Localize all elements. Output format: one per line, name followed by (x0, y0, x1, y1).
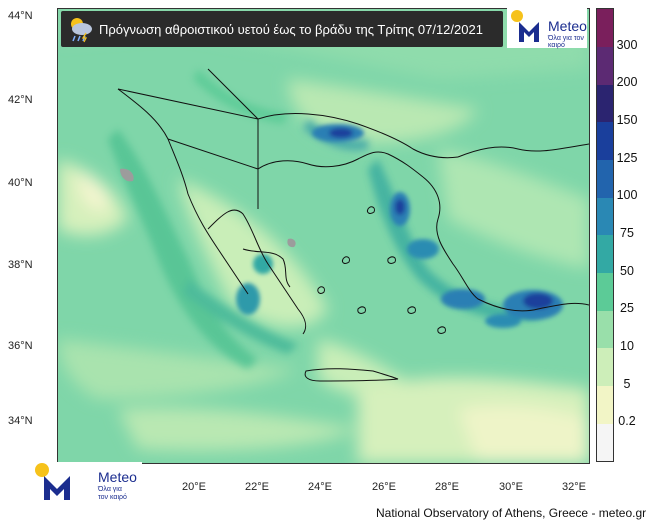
colorbar-segment (597, 84, 613, 123)
brand-slogan-line2: τον καιρό (98, 494, 127, 501)
colorbar-segment (597, 348, 613, 387)
lon-label-28: 28°E (435, 481, 459, 493)
terrain-grey-patches (120, 168, 296, 248)
brand-slogan-top: Όλα για τον καιρό (548, 35, 584, 49)
colorbar-label: 300 (616, 37, 638, 52)
forecast-map (57, 8, 590, 464)
lat-label-36: 36°N (8, 340, 33, 352)
colorbar-label: 125 (616, 150, 638, 165)
meteo-logo-bottom: Meteo Όλα για τον καιρό (32, 462, 142, 504)
title-banner: Πρόγνωση αθροιστικού υετού έως το βράδυ … (61, 11, 503, 47)
brand-name-top: Meteo (548, 18, 587, 34)
lon-label-32: 32°E (562, 481, 586, 493)
lat-label-40: 40°N (8, 177, 33, 189)
colorbar-label: 25 (620, 301, 634, 316)
lat-label-38: 38°N (8, 259, 33, 271)
colorbar (596, 8, 614, 462)
colorbar-segment (597, 197, 613, 236)
colorbar-label: 150 (616, 113, 638, 127)
footer-credit: National Observatory of Athens, Greece -… (376, 506, 647, 520)
precipitation-map-svg (58, 9, 589, 463)
colorbar-label: 200 (616, 75, 638, 90)
lon-label-20: 20°E (182, 481, 206, 493)
colorbar-segment (597, 385, 613, 424)
colorbar-segment (597, 235, 613, 274)
colorbar-label: 50 (620, 263, 634, 278)
moderate-precip-bands (108, 69, 538, 369)
lon-label-30: 30°E (499, 481, 523, 493)
colorbar-segment (597, 46, 613, 85)
colorbar-segment (597, 9, 613, 48)
colorbar-segment (597, 122, 613, 161)
colorbar-label: 5 (623, 376, 631, 391)
heavy-precip-cores (236, 124, 563, 328)
lon-label-26: 26°E (372, 481, 396, 493)
map-title: Πρόγνωση αθροιστικού υετού έως το βράδυ … (99, 21, 483, 37)
brand-name-bottom: Meteo (98, 469, 137, 485)
colorbar-label: 0.2 (618, 414, 636, 429)
colorbar-segment (597, 159, 613, 198)
lat-label-44: 44°N (8, 10, 33, 22)
lat-label-42: 42°N (8, 94, 33, 106)
colorbar-label: 75 (620, 226, 634, 240)
meteo-logo-top: Meteo Όλα για τον καιρό (507, 8, 587, 49)
coastlines (117, 68, 589, 382)
cloud-rain-icon (71, 18, 92, 43)
sun-m-logo-icon (35, 463, 70, 500)
brand-slogan-line1: Όλα για (98, 486, 122, 493)
colorbar-segment (597, 423, 613, 462)
colorbar-label: 100 (616, 188, 638, 203)
sun-m-logo-icon (511, 10, 539, 42)
lat-label-34: 34°N (8, 415, 33, 427)
colorbar-segment (597, 272, 613, 311)
lon-label-24: 24°E (308, 481, 332, 493)
colorbar-segment (597, 310, 613, 349)
colorbar-label: 10 (620, 339, 634, 353)
lon-label-22: 22°E (245, 481, 269, 493)
